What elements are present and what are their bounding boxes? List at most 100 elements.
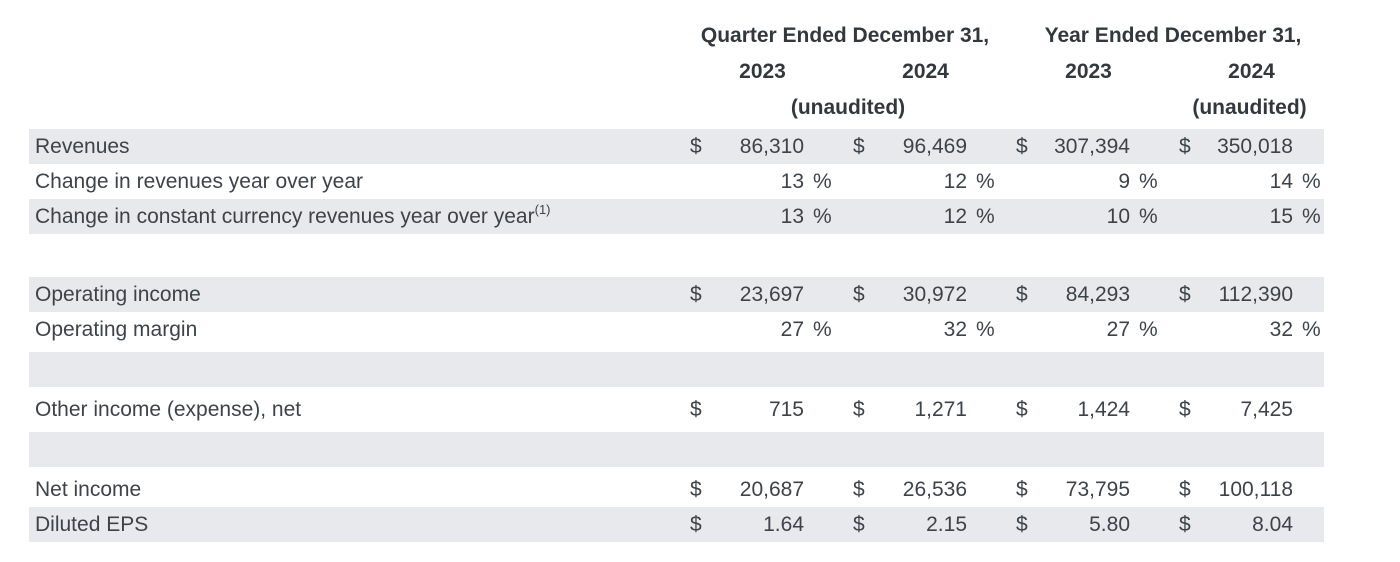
cell-value: 13 bbox=[780, 205, 804, 228]
percent-symbol: % bbox=[1302, 318, 1321, 341]
cell-value: 5.80 bbox=[1089, 513, 1130, 536]
percent-symbol: % bbox=[813, 205, 832, 228]
table-row: Operating margin 27% 32% 27% 32% bbox=[29, 312, 1324, 347]
row-label: Diluted EPS bbox=[29, 507, 672, 542]
row-label: Other income (expense), net bbox=[29, 392, 672, 427]
value-cell: $26,536 bbox=[835, 472, 998, 507]
row-label-text: Net income bbox=[35, 478, 142, 501]
value-cell: 12% bbox=[835, 199, 998, 234]
value-cell: 15% bbox=[1161, 199, 1324, 234]
value-cell: 14% bbox=[1161, 164, 1324, 199]
value-cell: $7,425 bbox=[1161, 392, 1324, 427]
percent-symbol: % bbox=[1139, 318, 1158, 341]
value-cell: $307,394 bbox=[998, 129, 1161, 164]
value-cell: $20,687 bbox=[672, 472, 835, 507]
currency-symbol: $ bbox=[690, 398, 702, 421]
currency-symbol: $ bbox=[1179, 398, 1191, 421]
value-cell: $30,972 bbox=[835, 277, 998, 312]
currency-symbol: $ bbox=[853, 478, 865, 501]
cell-value: 112,390 bbox=[1218, 283, 1293, 306]
header-spacer bbox=[29, 18, 672, 54]
table-row: Operating income $23,697 $30,972 $84,293 $11… bbox=[29, 277, 1324, 312]
currency-symbol: $ bbox=[690, 513, 702, 536]
percent-symbol bbox=[1293, 392, 1324, 427]
currency-symbol bbox=[1161, 312, 1179, 347]
value-cell: 27% bbox=[998, 312, 1161, 347]
table-row: Other income (expense), net $715 $1,271 $1,… bbox=[29, 392, 1324, 427]
percent-symbol bbox=[804, 129, 835, 164]
cell-value: 32 bbox=[943, 318, 967, 341]
quarter-period-header: Quarter Ended December 31, bbox=[700, 24, 990, 47]
percent-symbol bbox=[1130, 129, 1161, 164]
row-label-text: Change in constant currency revenues yea… bbox=[35, 205, 535, 228]
column-header-year-2023: 2023 bbox=[1065, 60, 1112, 83]
cell-value: 84,293 bbox=[1065, 283, 1130, 306]
footnote-marker: (1) bbox=[534, 202, 551, 217]
cell-value: 32 bbox=[1269, 318, 1293, 341]
cell-value: 1,424 bbox=[1077, 398, 1130, 421]
row-label-text: Operating margin bbox=[35, 318, 198, 341]
percent-symbol: % bbox=[813, 170, 832, 193]
row-label-text: Change in revenues year over year bbox=[35, 170, 364, 193]
percent-symbol bbox=[1130, 277, 1161, 312]
currency-symbol: $ bbox=[1016, 398, 1028, 421]
cell-value: 715 bbox=[768, 398, 804, 421]
row-label: Revenues bbox=[29, 129, 672, 164]
cell-value: 86,310 bbox=[739, 135, 804, 158]
table-row: Net income $20,687 $26,536 $73,795 $100,118 bbox=[29, 472, 1324, 507]
column-header-quarter-2024: 2024 bbox=[902, 60, 949, 83]
value-cell: $8.04 bbox=[1161, 507, 1324, 542]
header-spacer bbox=[29, 90, 672, 126]
currency-symbol bbox=[835, 164, 853, 199]
percent-symbol bbox=[1293, 277, 1324, 312]
currency-symbol: $ bbox=[853, 398, 865, 421]
cell-value: 23,697 bbox=[739, 283, 804, 306]
column-header-quarter-2023: 2023 bbox=[739, 60, 786, 83]
cell-value: 15 bbox=[1269, 205, 1293, 228]
percent-symbol bbox=[804, 507, 835, 542]
row-label: Change in revenues year over year bbox=[29, 164, 672, 199]
row-label: Operating margin bbox=[29, 312, 672, 347]
table-row: Change in revenues year over year 13% 12% 9… bbox=[29, 164, 1324, 199]
percent-symbol: % bbox=[976, 205, 995, 228]
cell-value: 9 bbox=[1118, 170, 1130, 193]
percent-symbol: % bbox=[813, 318, 832, 341]
value-cell: $1.64 bbox=[672, 507, 835, 542]
currency-symbol bbox=[1161, 164, 1179, 199]
value-cell: $350,018 bbox=[1161, 129, 1324, 164]
percent-symbol: % bbox=[1139, 205, 1158, 228]
table-row: Revenues $86,310 $96,469 $307,394 $350,018 bbox=[29, 129, 1324, 164]
currency-symbol: $ bbox=[1179, 135, 1191, 158]
cell-value: 96,469 bbox=[902, 135, 967, 158]
year-unaudited-note: (unaudited) bbox=[1192, 96, 1307, 119]
cell-value: 350,018 bbox=[1217, 135, 1293, 158]
spacer-row bbox=[29, 432, 1324, 467]
percent-symbol bbox=[967, 392, 998, 427]
currency-symbol: $ bbox=[1016, 478, 1028, 501]
table-row: Change in constant currency revenues yea… bbox=[29, 199, 1324, 234]
cell-value: 2.15 bbox=[926, 513, 967, 536]
currency-symbol: $ bbox=[853, 283, 865, 306]
year-header-row: 2023 2024 2023 2024 bbox=[29, 54, 1324, 90]
percent-symbol: % bbox=[1302, 170, 1321, 193]
value-cell: $5.80 bbox=[998, 507, 1161, 542]
percent-symbol: % bbox=[1302, 205, 1321, 228]
percent-symbol bbox=[967, 472, 998, 507]
percent-symbol bbox=[967, 507, 998, 542]
unaudited-header-row: (unaudited) (unaudited) bbox=[29, 90, 1324, 126]
value-cell: $73,795 bbox=[998, 472, 1161, 507]
cell-value: 10 bbox=[1106, 205, 1130, 228]
row-label-text: Revenues bbox=[35, 135, 130, 158]
table-header: Quarter Ended December 31, Year Ended De… bbox=[29, 18, 1324, 126]
cell-value: 12 bbox=[943, 205, 967, 228]
currency-symbol: $ bbox=[1179, 513, 1191, 536]
currency-symbol: $ bbox=[1016, 135, 1028, 158]
value-cell: 27% bbox=[672, 312, 835, 347]
row-label: Operating income bbox=[29, 277, 672, 312]
cell-value: 14 bbox=[1269, 170, 1293, 193]
currency-symbol: $ bbox=[690, 283, 702, 306]
row-label-text: Other income (expense), net bbox=[35, 398, 302, 421]
value-cell: $1,271 bbox=[835, 392, 998, 427]
percent-symbol bbox=[804, 277, 835, 312]
cell-value: 73,795 bbox=[1065, 478, 1130, 501]
